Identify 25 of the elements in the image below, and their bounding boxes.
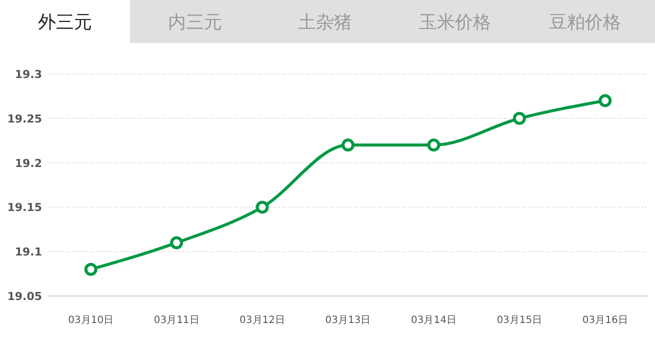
y-tick-label: 19.2 bbox=[14, 156, 42, 170]
x-tick-label: 03月14日 bbox=[410, 315, 456, 326]
text: 玉米价格 bbox=[419, 12, 491, 33]
point bbox=[598, 94, 612, 108]
text: 内三元 bbox=[168, 12, 222, 33]
y-tick-label: 19.05 bbox=[7, 290, 42, 303]
x-tick-label: 03月16日 bbox=[582, 315, 628, 326]
point bbox=[427, 138, 440, 152]
y-tick-label: 19.1 bbox=[14, 246, 42, 259]
x-tick-label: 03月11日 bbox=[154, 315, 200, 326]
y-tick-label: 19.3 bbox=[14, 68, 42, 81]
text: 土杂猪 bbox=[298, 12, 352, 33]
y-tick-label: 19.25 bbox=[7, 112, 42, 126]
point bbox=[342, 138, 354, 152]
text: 豆粕价格 bbox=[549, 12, 621, 33]
x-tick-label: 03月13日 bbox=[325, 315, 371, 326]
point bbox=[512, 112, 526, 125]
y-tick-label: 19.15 bbox=[7, 201, 42, 214]
x-tick-label: 03月10日 bbox=[68, 315, 114, 326]
point bbox=[256, 200, 269, 214]
point bbox=[170, 236, 184, 250]
point bbox=[84, 262, 98, 276]
x-tick-label: 03月12日 bbox=[240, 315, 286, 326]
x-tick-label: 03月15日 bbox=[496, 315, 542, 326]
chart-title: 外三元 bbox=[38, 12, 92, 33]
